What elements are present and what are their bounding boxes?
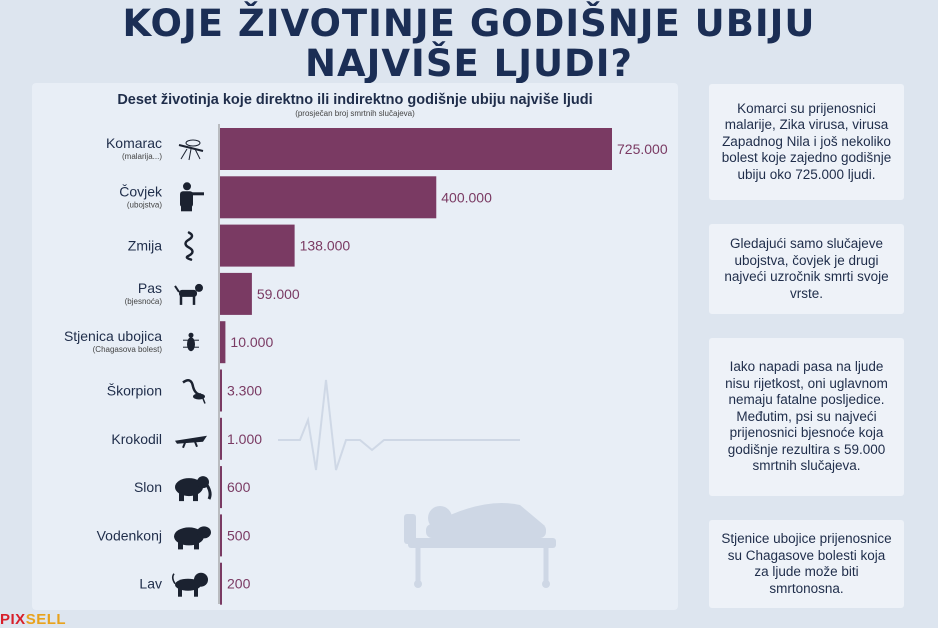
scorpion-icon bbox=[182, 379, 206, 404]
bar bbox=[220, 514, 222, 557]
category-sublabel: (malarija...) bbox=[122, 152, 162, 161]
category-label: Čovjek bbox=[119, 183, 163, 199]
category-label: Škorpion bbox=[107, 383, 162, 399]
note-mosquito: Komarci su prijenosnici malarije, Zika v… bbox=[709, 84, 904, 200]
bar bbox=[220, 417, 222, 460]
data-label: 400.000 bbox=[441, 189, 492, 205]
snake-icon bbox=[184, 231, 194, 261]
category-label: Slon bbox=[134, 479, 162, 495]
data-label: 200 bbox=[227, 576, 251, 592]
data-label: 600 bbox=[227, 479, 251, 495]
chart-subtitle: (prosječan broj smrtnih slučajeva) bbox=[295, 109, 415, 118]
category-label: Krokodil bbox=[111, 431, 162, 447]
bug-icon bbox=[183, 332, 199, 352]
data-label: 10.000 bbox=[230, 334, 273, 350]
bar bbox=[220, 369, 222, 412]
note-human: Gledajući samo slučajeve ubojstva, čovje… bbox=[709, 224, 904, 314]
data-label: 500 bbox=[227, 527, 251, 543]
category-label: Stjenica ubojica bbox=[64, 328, 162, 344]
chart-rows: 725.000 Komarac(malarija...) 400.000 Čovjek… bbox=[64, 128, 668, 605]
chart-title: Deset životinja koje direktno ili indire… bbox=[117, 92, 593, 108]
category-label: Vodenkonj bbox=[97, 527, 162, 543]
elephant-icon bbox=[175, 476, 212, 502]
data-label: 138.000 bbox=[300, 238, 351, 254]
bar bbox=[220, 272, 252, 315]
category-label: Pas bbox=[138, 280, 162, 296]
page-title-line-1: KOJE ŽIVOTINJE GODIŠNJE UBIJU bbox=[122, 2, 816, 45]
bar bbox=[220, 562, 222, 605]
bar bbox=[220, 321, 226, 364]
category-sublabel: (ubojstva) bbox=[127, 200, 162, 209]
mosquito-icon bbox=[178, 139, 204, 161]
category-sublabel: (bjesnoća) bbox=[125, 297, 163, 306]
bar bbox=[220, 466, 222, 509]
crocodile-icon bbox=[175, 435, 207, 449]
hospital-bed-decoration bbox=[278, 379, 556, 588]
hippo-icon bbox=[174, 526, 211, 550]
note-kissing-bug: Stjenice ubojice prijenosnice su Chagaso… bbox=[709, 520, 904, 608]
bar bbox=[220, 224, 295, 267]
pixsell-logo: PIXSELL bbox=[0, 611, 67, 628]
bar bbox=[220, 176, 437, 219]
page-title-line-2: NAJVIŠE LJUDI? bbox=[305, 42, 633, 85]
man-with-gun-icon bbox=[180, 182, 204, 212]
category-sublabel: (Chagasova bolest) bbox=[93, 345, 163, 354]
note-dog: Iako napadi pasa na ljude nisu rijetkost… bbox=[709, 338, 904, 496]
data-label: 1.000 bbox=[227, 431, 262, 447]
data-label: 725.000 bbox=[617, 141, 668, 157]
category-label: Lav bbox=[139, 576, 162, 592]
data-label: 59.000 bbox=[257, 286, 300, 302]
chart-panel bbox=[32, 83, 678, 610]
dog-icon bbox=[174, 283, 203, 305]
category-label: Zmija bbox=[128, 238, 162, 254]
data-label: 3.300 bbox=[227, 383, 262, 399]
bar bbox=[220, 128, 612, 170]
lion-icon bbox=[171, 572, 208, 597]
category-label: Komarac bbox=[106, 135, 162, 151]
